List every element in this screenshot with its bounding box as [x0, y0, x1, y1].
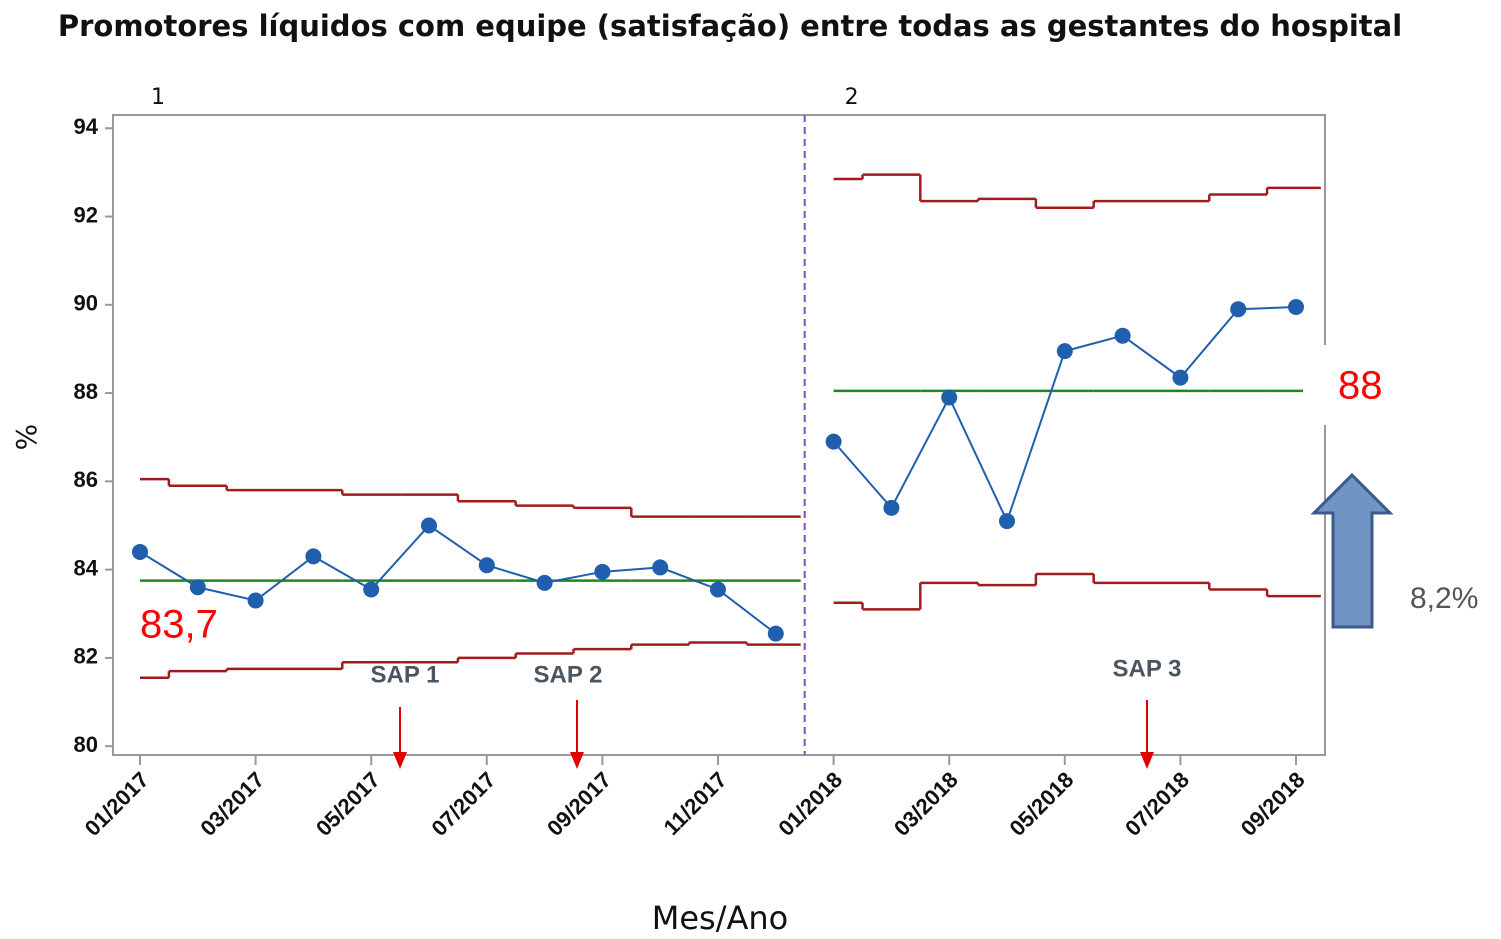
x-tick-label: 01/2018	[773, 767, 847, 841]
y-tick-label: 94	[74, 114, 99, 139]
data-point	[1114, 327, 1131, 344]
annotation: SAP 2	[534, 661, 603, 688]
data-point	[536, 574, 553, 591]
y-tick-label: 92	[74, 202, 98, 227]
y-tick-label: 84	[74, 555, 99, 580]
arrow-head	[570, 752, 584, 769]
data-line	[139, 524, 777, 635]
data-point	[132, 543, 148, 560]
annotation: 88	[1338, 364, 1383, 408]
data-point	[1172, 369, 1189, 386]
y-tick-label: 80	[74, 732, 98, 757]
y-tick-label: 86	[74, 467, 98, 492]
data-point	[652, 559, 669, 576]
data-line	[832, 306, 1297, 524]
data-point	[999, 513, 1015, 530]
data-point	[883, 499, 900, 516]
x-tick-label: 11/2017	[659, 767, 732, 840]
data-point	[189, 579, 206, 596]
annotation: 83,7	[140, 603, 218, 647]
increase-arrow	[1310, 472, 1394, 629]
y-tick-label: 88	[74, 379, 98, 404]
data-point	[1230, 301, 1247, 318]
x-tick-label: 03/2017	[195, 767, 269, 841]
data-point	[710, 581, 726, 598]
phase-label: 1	[151, 85, 165, 110]
x-tick-label: 09/2018	[1236, 767, 1310, 841]
data-point	[421, 517, 437, 534]
arrow-head	[393, 752, 407, 769]
data-point	[767, 625, 784, 642]
x-tick-label: 05/2017	[311, 767, 385, 841]
annotation: SAP 3	[1113, 655, 1182, 682]
data-point	[941, 389, 958, 406]
data-point	[594, 563, 611, 580]
chart-title: Promotores líquidos com equipe (satisfaç…	[58, 9, 1402, 43]
x-axis-label: Mes/Ano	[652, 899, 789, 937]
data-point	[305, 548, 322, 565]
data-point	[363, 581, 380, 598]
data-point	[1056, 343, 1073, 360]
y-tick-label: 90	[74, 291, 98, 316]
x-tick-label: 05/2018	[1005, 767, 1079, 841]
x-tick-label: 07/2018	[1120, 767, 1194, 841]
y-axis-label: %	[10, 424, 43, 451]
x-tick-label: 03/2018	[889, 767, 963, 841]
arrow-head	[1140, 752, 1154, 769]
x-tick-label: 07/2017	[427, 767, 501, 841]
annotation: 8,2%	[1410, 582, 1478, 615]
data-point	[1288, 299, 1304, 315]
data-point	[247, 592, 264, 609]
x-tick-label: 09/2017	[542, 767, 616, 841]
data-point	[825, 433, 842, 450]
y-tick-label: 82	[74, 644, 98, 669]
phase-label: 2	[845, 85, 859, 110]
x-tick-label: 01/2017	[80, 767, 154, 841]
annotation: SAP 1	[371, 661, 440, 688]
data-point	[478, 557, 495, 574]
label-backdrop	[1303, 345, 1443, 425]
